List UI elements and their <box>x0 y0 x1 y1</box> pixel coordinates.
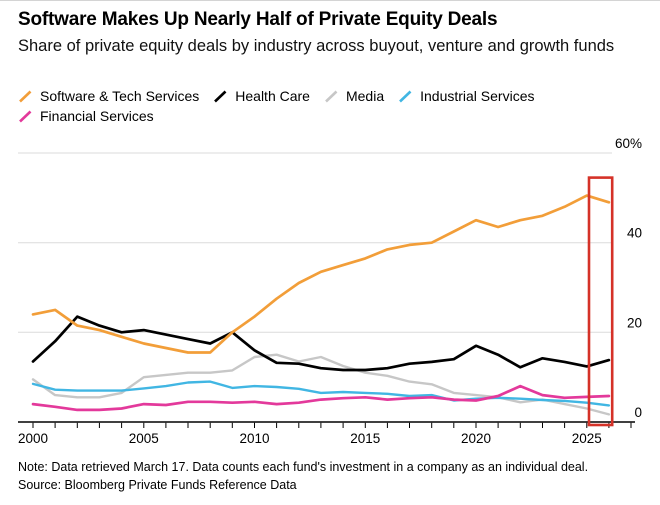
legend-line-icon <box>19 90 32 102</box>
legend-line-icon <box>19 110 32 122</box>
line-industrial-services <box>31 380 611 407</box>
line-chart: 60% 40 20 0 2000 2005 2010 2015 2020 2025 <box>18 136 642 446</box>
x-axis-label-2025: 2025 <box>572 431 602 446</box>
chart-source: Source: Bloomberg Private Funds Referenc… <box>18 478 297 493</box>
legend-label: Health Care <box>235 88 310 104</box>
y-axis-label-60: 60% <box>615 136 642 151</box>
highlight-box <box>587 176 614 427</box>
legend-item-software-tech-services: Software & Tech Services <box>18 88 199 104</box>
legend-label: Media <box>345 88 385 104</box>
legend-line-glyph <box>325 90 338 102</box>
x-axis-label-2010: 2010 <box>239 431 269 446</box>
legend-item-industrial-services: Industrial Services <box>398 88 535 104</box>
y-axis-label-20: 20 <box>627 315 642 330</box>
legend-line-glyph <box>19 110 32 122</box>
x-axis-label-2020: 2020 <box>461 431 491 446</box>
legend-line-glyph <box>214 90 227 102</box>
chart-area: 60% 40 20 0 2000 2005 2010 2015 2020 2025 <box>0 131 660 456</box>
legend-line-icon <box>399 90 412 102</box>
y-axis-label-0: 0 <box>634 405 642 420</box>
page-title: Software Makes Up Nearly Half of Private… <box>18 9 498 30</box>
line-software-tech-services <box>31 194 611 354</box>
legend-item-health-care: Health Care <box>213 88 310 104</box>
legend-line-glyph <box>19 90 32 102</box>
chart-note: Note: Data retrieved March 17. Data coun… <box>18 460 589 474</box>
line-financial-services <box>31 384 611 412</box>
chart-legend: Software & Tech Services Health Care Media… <box>18 88 642 124</box>
chart-subtitle: Share of private equity deals by industr… <box>18 37 615 55</box>
line-health-care <box>31 315 611 372</box>
legend-item-media: Media <box>324 88 384 104</box>
legend-label: Financial Services <box>40 108 154 124</box>
chart-footer: Note: Data retrieved March 17. Data coun… <box>18 458 646 494</box>
legend-item-financial-services: Financial Services <box>18 108 154 124</box>
legend-line-icon <box>325 90 338 102</box>
x-axis-label-2005: 2005 <box>129 431 159 446</box>
x-axis-label-2000: 2000 <box>18 431 48 446</box>
line-media <box>31 353 611 416</box>
legend-label: Software & Tech Services <box>40 88 200 104</box>
legend-line-glyph <box>399 90 412 102</box>
y-axis-label-40: 40 <box>627 226 642 241</box>
legend-label: Industrial Services <box>420 88 535 104</box>
legend-line-icon <box>214 90 227 102</box>
x-axis-label-2015: 2015 <box>350 431 380 446</box>
